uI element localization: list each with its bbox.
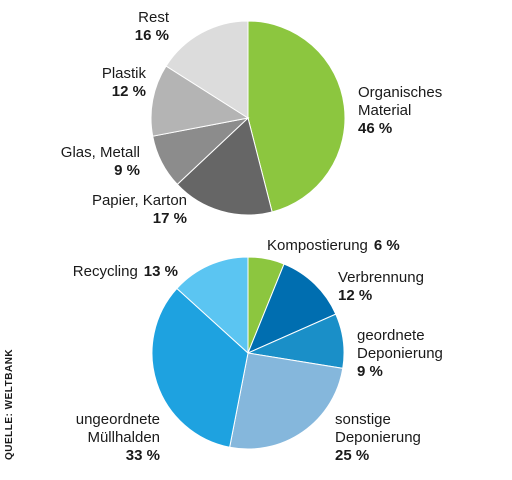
- slice-label-kompostierung: Kompostierung 6 %: [267, 237, 400, 254]
- pie-slice-plastik: [150, 65, 250, 137]
- pie-slice-rest: [165, 20, 249, 119]
- pie-slice-recycling: [176, 256, 249, 355]
- slice-label-rest: Rest 16 %: [135, 9, 170, 44]
- pie-slice-organisches-material: [247, 20, 346, 213]
- slice-label-organisches-material: Organisches Material 46 %: [358, 84, 442, 137]
- pie-chart-waste-treatment: Kompostierung 6 % Verbrennung 12 % geordnete…: [73, 237, 443, 464]
- slice-label-glas-metall: Glas, Metall 9 %: [61, 144, 140, 179]
- pie-chart-waste-composition: Organisches Material 46 % Papier, Karton 17 …: [61, 9, 442, 227]
- pie-slice-ungeordnete-muellhalden: [151, 287, 249, 448]
- slice-label-plastik: Plastik 12 %: [102, 65, 147, 100]
- slice-label-ungeordnete-muellhalden: ungeordnete Müllhalden 33 %: [76, 411, 160, 464]
- slice-label-geordnete-deponierung: geordnete Deponierung 9 %: [357, 327, 443, 380]
- slice-label-verbrennung: Verbrennung 12 %: [338, 269, 424, 304]
- pie-slice-sonstige-deponierung: [229, 352, 344, 450]
- slice-label-sonstige-deponierung: sonstige Deponierung 25 %: [335, 411, 421, 464]
- source-note: QUELLE: WELTBANK: [4, 348, 15, 460]
- slice-label-recycling: Recycling 13 %: [73, 263, 178, 280]
- slice-label-papier-karton: Papier, Karton 17 %: [92, 192, 187, 227]
- pie-slice-papier-karton: [176, 117, 273, 216]
- pie-slice-verbrennung: [247, 263, 337, 354]
